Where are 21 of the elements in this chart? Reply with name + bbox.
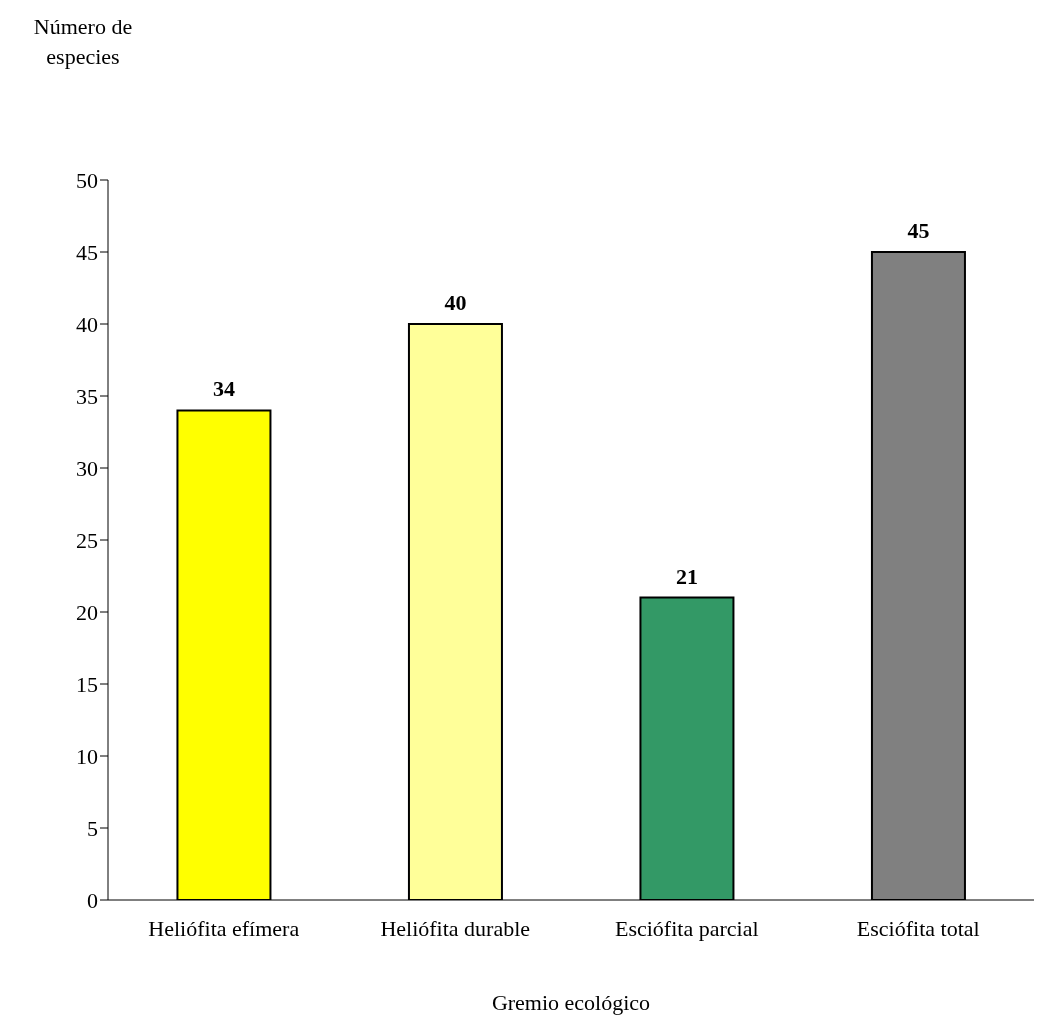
y-tick-label: 30 bbox=[76, 455, 98, 481]
y-tick-label: 20 bbox=[76, 599, 98, 625]
data-label: 34 bbox=[212, 376, 235, 402]
data-label: 21 bbox=[675, 563, 698, 589]
x-tick-label: Heliófita efímera bbox=[148, 915, 300, 941]
data-label: 40 bbox=[444, 290, 467, 315]
y-axis-title: Número de especies bbox=[32, 13, 134, 71]
y-tick-label: 35 bbox=[76, 383, 98, 409]
y-tick-label: 50 bbox=[76, 167, 98, 193]
y-tick-label: 5 bbox=[87, 815, 98, 841]
y-tick-label: 15 bbox=[76, 671, 98, 697]
data-label: 45 bbox=[907, 218, 930, 243]
y-tick-label: 40 bbox=[76, 311, 98, 337]
x-axis-title: Gremio ecológico bbox=[491, 990, 651, 1015]
y-tick-label: 0 bbox=[87, 887, 98, 913]
y-tick-label: 45 bbox=[76, 239, 98, 265]
x-tick-label: Heliófita durable bbox=[380, 915, 531, 941]
x-tick-label: Esciófita parcial bbox=[614, 915, 759, 941]
y-tick-label: 10 bbox=[76, 743, 98, 769]
y-tick-label: 25 bbox=[76, 527, 98, 553]
x-tick-label: Esciófita total bbox=[856, 915, 980, 941]
